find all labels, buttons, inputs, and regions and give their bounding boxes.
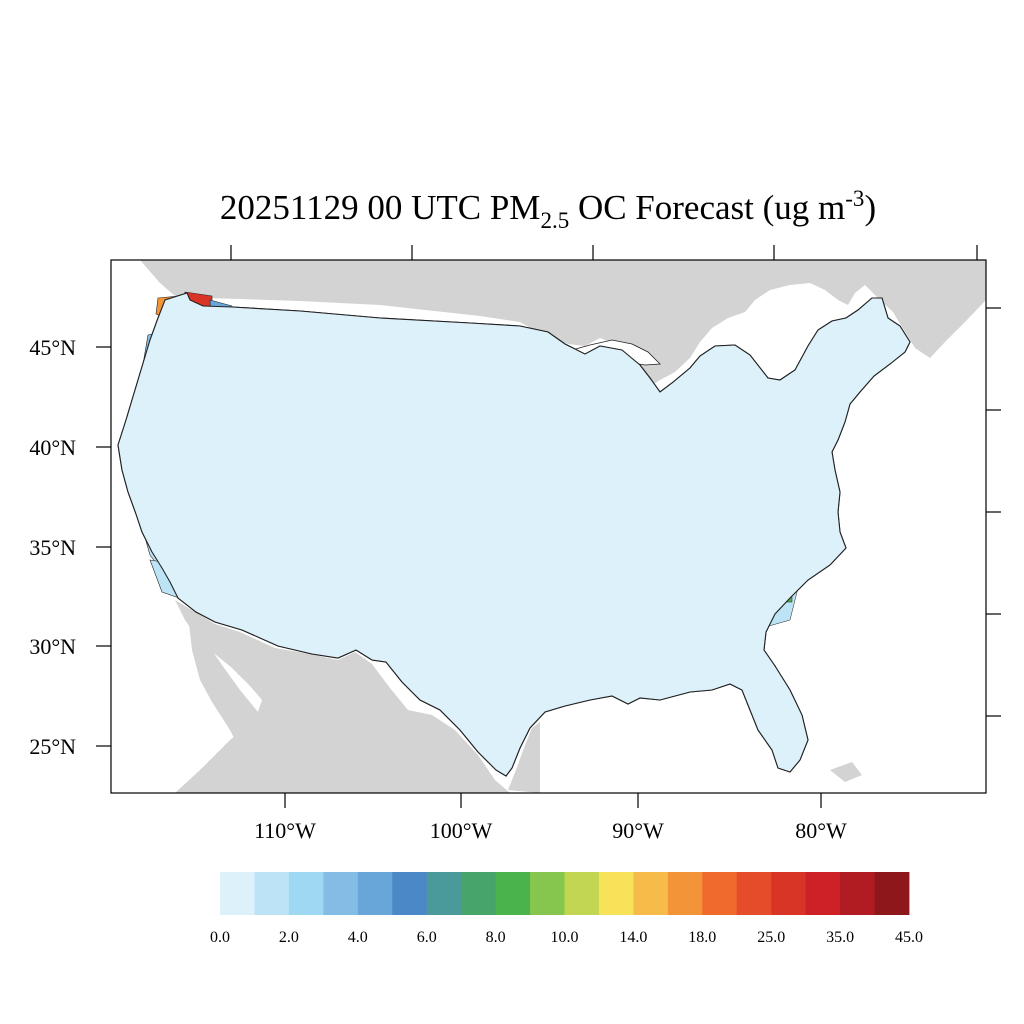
bottom-ticks xyxy=(284,793,822,808)
colorbar-label: 18.0 xyxy=(688,929,716,946)
lat-label-25: 25°N xyxy=(29,734,76,759)
colorbar-label: 25.0 xyxy=(757,929,785,946)
colorbar-swatch xyxy=(805,872,841,915)
colorbar-swatch xyxy=(461,872,496,915)
colorbar-swatch xyxy=(633,872,669,915)
colorbar-label: 0.0 xyxy=(210,929,230,946)
baja-peninsula xyxy=(188,615,285,793)
map-panel xyxy=(110,259,987,794)
lat-label-40: 40°N xyxy=(29,435,76,460)
colorbar xyxy=(220,872,910,915)
colorbar-label: 4.0 xyxy=(348,929,368,946)
colorbar-label: 2.0 xyxy=(279,929,299,946)
map-title: 20251129 00 UTC PM2.5 OC Forecast (ug m-… xyxy=(220,186,876,233)
colorbar-swatch xyxy=(598,872,634,915)
colorbar-swatch xyxy=(667,872,703,915)
colorbar-swatch xyxy=(736,872,772,915)
lat-label-35: 35°N xyxy=(29,535,76,560)
colorbar-swatch xyxy=(702,872,738,915)
colorbar-label: 35.0 xyxy=(826,929,854,946)
colorbar-swatch xyxy=(220,872,255,915)
colorbar-swatch xyxy=(288,872,324,915)
colorbar-label: 6.0 xyxy=(417,929,437,946)
right-ticks xyxy=(986,307,1001,717)
left-ticks xyxy=(96,346,111,747)
colorbar-swatch xyxy=(254,872,290,915)
colorbar-label: 14.0 xyxy=(619,929,647,946)
lon-label-80w: 80°W xyxy=(795,818,847,843)
canada-landmass xyxy=(140,260,986,388)
top-ticks xyxy=(230,245,978,260)
colorbar-labels: 0.0 2.0 4.0 6.0 8.0 10.0 14.0 18.0 25.0 35.0 45.0 xyxy=(210,929,923,946)
colorbar-label: 10.0 xyxy=(551,929,579,946)
gulf-mexico-coast xyxy=(508,722,540,793)
colorbar-label: 8.0 xyxy=(486,929,506,946)
lat-label-45: 45°N xyxy=(29,335,76,360)
lon-label-90w: 90°W xyxy=(612,818,664,843)
lon-label-110w: 110°W xyxy=(254,818,316,843)
colorbar-swatch xyxy=(530,872,565,915)
map-frame xyxy=(110,259,987,794)
colorbar-swatch xyxy=(357,872,393,915)
colorbar-swatch xyxy=(840,872,875,915)
colorbar-swatch xyxy=(323,872,359,915)
cuba-island xyxy=(830,762,862,782)
colorbar-swatch xyxy=(426,872,462,915)
colorbar-label: 45.0 xyxy=(895,929,923,946)
lon-label-100w: 100°W xyxy=(430,818,493,843)
lat-label-30: 30°N xyxy=(29,634,76,659)
colorbar-swatch xyxy=(874,872,910,915)
colorbar-swatch xyxy=(392,872,428,915)
colorbar-swatch xyxy=(771,872,807,915)
colorbar-swatch xyxy=(495,872,531,915)
colorbar-swatch xyxy=(564,872,600,915)
